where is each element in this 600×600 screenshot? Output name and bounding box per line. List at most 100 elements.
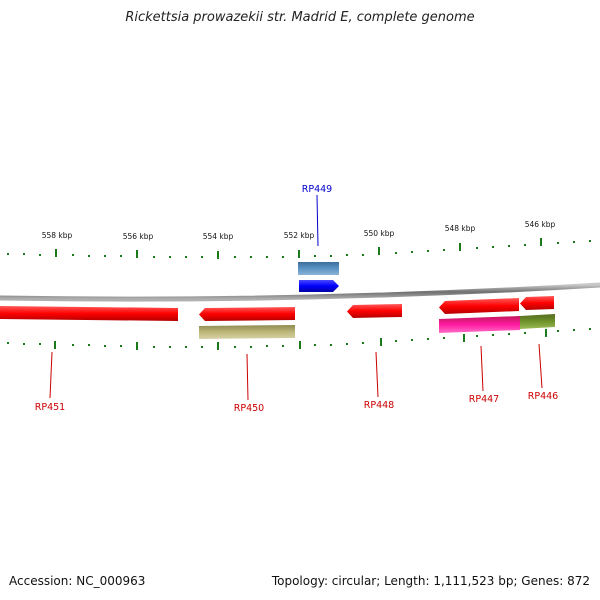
outer-tick: [589, 240, 591, 242]
outer-tick: [362, 254, 364, 256]
outer-tick: [443, 249, 445, 251]
outer-tick: [476, 247, 478, 249]
inner-tick: [411, 339, 413, 341]
gene-label-rp448[interactable]: RP448: [364, 400, 394, 411]
outer-tick: [250, 256, 252, 258]
inner-tick-major: [299, 341, 301, 349]
gene-rp449-arrow[interactable]: [299, 280, 339, 292]
inner-tick: [104, 345, 106, 347]
inner-tick: [492, 334, 494, 336]
outer-tick: [557, 242, 559, 244]
gene-rp447-arrow[interactable]: [439, 298, 519, 314]
inner-tick-major: [217, 342, 219, 350]
inner-tick: [557, 330, 559, 332]
leader-line-rp449: [316, 194, 319, 247]
outer-tick: [346, 254, 348, 256]
outer-tick-major: [55, 249, 57, 257]
scale-label: 546 kbp: [525, 220, 556, 229]
outer-tick: [266, 256, 268, 258]
inner-tick: [443, 337, 445, 339]
inner-tick: [314, 344, 316, 346]
leader-line-rp446: [538, 343, 543, 389]
gene-rp450-arrow[interactable]: [199, 307, 295, 321]
gene-rp446-arrow[interactable]: [520, 296, 554, 310]
olive-feature[interactable]: [520, 314, 555, 329]
leader-line-rp451: [49, 351, 53, 399]
outer-tick: [72, 254, 74, 256]
inner-tick: [282, 345, 284, 347]
steelblue-feature[interactable]: [298, 262, 339, 275]
outer-tick: [395, 252, 397, 254]
gene-label-rp450[interactable]: RP450: [234, 403, 264, 414]
inner-tick: [250, 346, 252, 348]
scale-label: 548 kbp: [445, 224, 476, 233]
outer-tick-major: [136, 250, 138, 258]
outer-tick: [39, 254, 41, 256]
outer-tick: [314, 255, 316, 257]
outer-tick: [23, 253, 25, 255]
inner-tick: [72, 344, 74, 346]
outer-tick: [524, 244, 526, 246]
inner-tick: [234, 346, 236, 348]
inner-tick: [185, 346, 187, 348]
outer-tick: [104, 255, 106, 257]
gene-rp451-arrow[interactable]: [0, 306, 178, 321]
inner-tick: [330, 344, 332, 346]
inner-tick-major: [380, 338, 382, 346]
outer-tick-major: [459, 243, 461, 251]
inner-tick-major: [54, 341, 56, 349]
map-title: Rickettsia prowazekii str. Madrid E, com…: [125, 10, 475, 25]
scale-label: 550 kbp: [364, 229, 395, 238]
khaki-feature[interactable]: [199, 325, 295, 339]
gene-rp448-arrow[interactable]: [347, 304, 402, 318]
outer-tick: [411, 251, 413, 253]
outer-tick: [169, 256, 171, 258]
inner-tick: [476, 335, 478, 337]
inner-tick: [266, 345, 268, 347]
inner-tick: [589, 328, 591, 330]
outer-tick: [153, 256, 155, 258]
inner-tick: [201, 346, 203, 348]
inner-tick: [153, 346, 155, 348]
inner-tick: [346, 343, 348, 345]
inner-tick: [524, 332, 526, 334]
outer-tick-major: [217, 251, 219, 259]
outer-tick: [7, 253, 9, 255]
inner-tick-major: [136, 342, 138, 350]
inner-tick-major: [463, 334, 465, 342]
scale-label: 558 kbp: [42, 231, 73, 240]
gene-label-rp451[interactable]: RP451: [35, 402, 65, 413]
magenta-feature[interactable]: [439, 316, 520, 333]
outer-tick: [201, 256, 203, 258]
outer-tick: [508, 245, 510, 247]
outer-tick: [282, 256, 284, 258]
outer-tick-major: [540, 238, 542, 246]
inner-tick: [23, 343, 25, 345]
inner-tick: [88, 344, 90, 346]
accession-text: Accession: NC_000963: [9, 574, 146, 588]
genome-backbone: [0, 282, 600, 302]
inner-tick: [427, 338, 429, 340]
inner-tick: [169, 346, 171, 348]
outer-tick-major: [378, 247, 380, 255]
inner-tick: [508, 333, 510, 335]
inner-tick-ring: [7, 328, 591, 350]
outer-tick: [120, 255, 122, 257]
gene-label-rp446[interactable]: RP446: [528, 391, 558, 402]
outer-tick: [88, 255, 90, 257]
outer-tick-ring: [7, 238, 591, 259]
outer-tick: [330, 255, 332, 257]
gene-label-rp449[interactable]: RP449: [302, 184, 332, 195]
scale-labels: 558 kbp 556 kbp 554 kbp 552 kbp 550 kbp …: [42, 220, 556, 241]
inner-tick: [395, 340, 397, 342]
outer-tick-major: [298, 250, 300, 258]
leader-line-rp448: [375, 351, 379, 398]
outer-tick: [185, 256, 187, 258]
outer-tick: [573, 241, 575, 243]
gene-label-rp447[interactable]: RP447: [469, 394, 499, 405]
leader-line-rp447: [480, 345, 484, 392]
scale-label: 556 kbp: [123, 232, 154, 241]
inner-tick: [120, 345, 122, 347]
outer-tick: [492, 246, 494, 248]
